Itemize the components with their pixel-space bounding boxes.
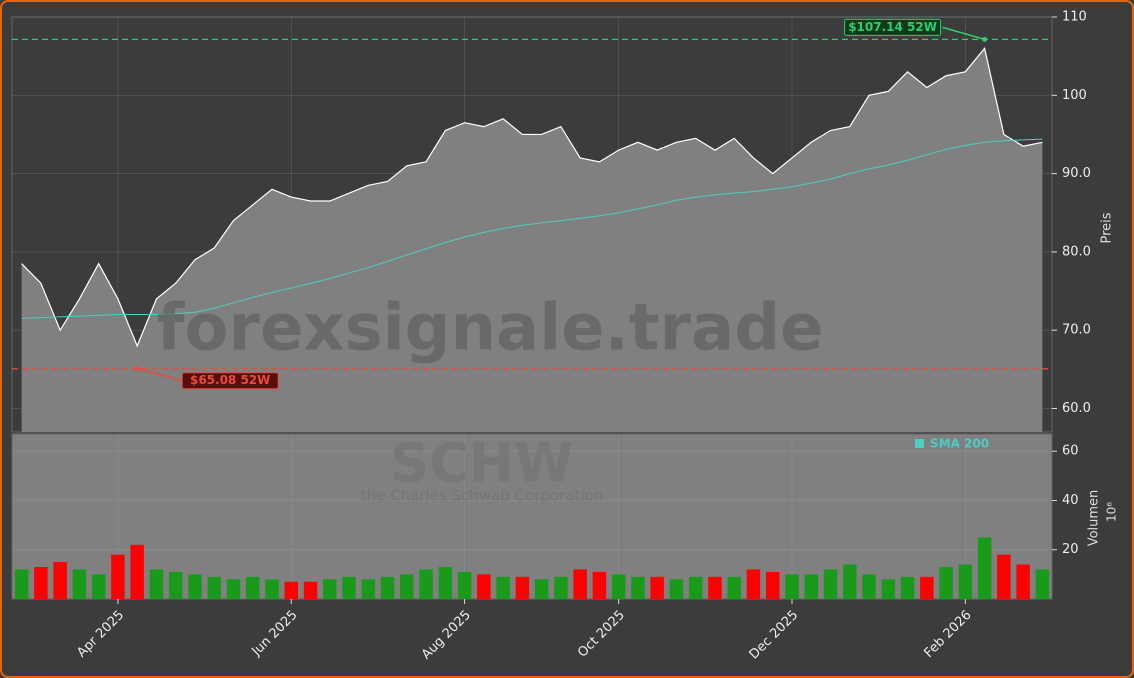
volume-axis-label: Volumen xyxy=(1087,490,1102,547)
volume-bar xyxy=(265,579,279,599)
volume-bar xyxy=(669,579,684,599)
volume-bar xyxy=(419,569,433,599)
annotation-label: $107.14 52W xyxy=(848,20,937,34)
volume-bar xyxy=(34,566,48,599)
volume-bar xyxy=(785,574,799,599)
volume-bar xyxy=(939,566,953,599)
volume-bar xyxy=(303,581,318,599)
volume-bar xyxy=(380,576,395,599)
volume-bar xyxy=(843,564,857,599)
volume-bar xyxy=(284,581,298,599)
chart-subtitle: the Charles Schwab Corporation xyxy=(361,487,603,505)
y-tick-label: 40 xyxy=(1062,493,1079,508)
price-line xyxy=(21,46,1043,348)
volume-bar xyxy=(958,564,973,599)
marks xyxy=(12,16,1057,604)
volume-bar xyxy=(342,576,356,599)
x-tick-label: Oct 2025 xyxy=(575,608,628,661)
annotation-box xyxy=(181,372,279,390)
volume-bar xyxy=(554,576,568,599)
price-area xyxy=(21,48,1043,433)
volume-bar xyxy=(226,579,241,599)
volume-bar xyxy=(920,576,934,599)
volume-bar xyxy=(246,576,260,599)
volume-bar xyxy=(573,569,587,599)
volume-bar xyxy=(323,579,337,599)
sma-line xyxy=(21,138,1043,319)
annotation-arrowhead xyxy=(982,36,988,42)
annotation-arrowhead xyxy=(134,366,140,372)
volume-bar xyxy=(900,576,915,599)
watermark: forexsignale.trade xyxy=(157,292,824,366)
y-tick-label: 80.0 xyxy=(1062,244,1091,259)
volume-bar xyxy=(766,571,780,599)
y-tick-label: 90.0 xyxy=(1062,166,1091,181)
volume-bar xyxy=(804,574,818,599)
volume-bar xyxy=(515,576,530,599)
legend-swatch xyxy=(915,439,924,448)
y-tick-label: 110 xyxy=(1062,10,1087,25)
y-tick-label: 70.0 xyxy=(1062,323,1091,338)
volume-bar xyxy=(168,571,183,599)
volume-bar xyxy=(631,576,645,599)
volume-bar xyxy=(477,574,491,599)
volume-panel xyxy=(11,433,1053,600)
x-tick-label: Apr 2025 xyxy=(74,608,127,661)
volume-bar xyxy=(592,571,607,599)
volume-bar xyxy=(708,576,722,599)
y-tick-label: 100 xyxy=(1062,88,1087,103)
volume-bar xyxy=(149,569,164,599)
volume-bar xyxy=(53,562,67,599)
x-tick-label: Dec 2025 xyxy=(747,608,802,663)
annotation-box xyxy=(844,18,942,36)
x-tick-label: Aug 2025 xyxy=(419,608,474,663)
volume-bar xyxy=(207,576,221,599)
volume-bar xyxy=(746,569,761,599)
volume-bar xyxy=(91,574,106,599)
volume-bar xyxy=(111,554,125,599)
volume-bar xyxy=(438,566,453,599)
y-tick-label: 60 xyxy=(1062,444,1079,459)
volume-bar xyxy=(400,574,414,599)
chart-title: SCHW xyxy=(390,432,573,495)
volume-bar xyxy=(611,574,626,599)
annotation-label: $65.08 52W xyxy=(190,373,270,387)
volume-bar xyxy=(688,576,703,599)
y-tick-label: 60.0 xyxy=(1062,401,1091,416)
volume-bar xyxy=(457,571,472,599)
volume-bar xyxy=(823,569,838,599)
volume-bar xyxy=(650,576,664,599)
volume-bar xyxy=(14,569,29,599)
volume-bar xyxy=(997,554,1011,599)
volume-bar xyxy=(881,579,896,599)
volume-bar xyxy=(188,574,202,599)
y-tick-label: 20 xyxy=(1062,542,1079,557)
volume-bar xyxy=(534,579,549,599)
volume-bar xyxy=(862,574,876,599)
legend-label: SMA 200 xyxy=(930,437,989,451)
volume-unit: 10⁶ xyxy=(1105,502,1119,522)
volume-bar xyxy=(72,569,87,599)
x-tick-label: Jun 2025 xyxy=(249,608,301,660)
annotation-arrow xyxy=(136,368,183,382)
volume-bar xyxy=(977,537,992,599)
volume-bar xyxy=(130,544,144,599)
volume-bar xyxy=(1035,569,1050,599)
volume-bar xyxy=(496,576,510,599)
volume-bar xyxy=(727,576,741,599)
y-axis-label: Preis xyxy=(1100,212,1115,243)
x-tick-label: Feb 2026 xyxy=(921,608,974,661)
volume-bar xyxy=(1016,564,1030,599)
annotation-arrow xyxy=(942,26,985,41)
volume-bar xyxy=(361,579,376,599)
